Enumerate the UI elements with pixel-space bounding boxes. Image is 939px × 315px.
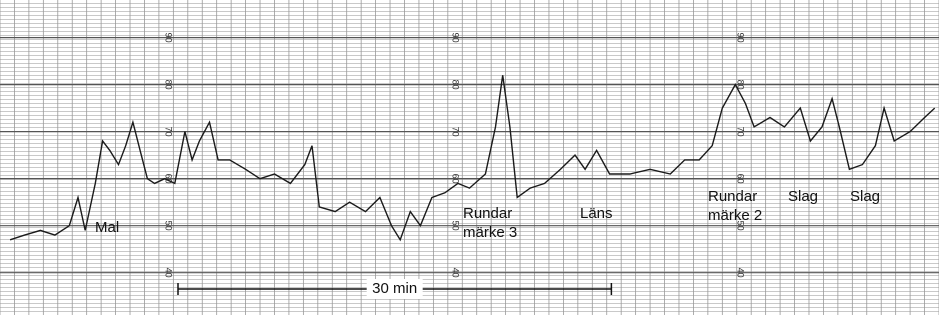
y-tick-label: 80 <box>164 80 174 90</box>
y-tick-label: 60 <box>451 174 461 184</box>
y-tick-label: 50 <box>451 221 461 231</box>
annotation: märke 2 <box>708 207 762 224</box>
y-tick-label: 80 <box>451 80 461 90</box>
y-tick-label: 70 <box>164 127 174 137</box>
y-tick-label: 50 <box>164 221 174 231</box>
y-tick-label: 60 <box>736 174 746 184</box>
scale-label: 30 min <box>372 280 417 297</box>
y-tick-label: 40 <box>736 268 746 278</box>
annotation: Läns <box>580 205 613 222</box>
annotation: Rundar <box>463 205 512 222</box>
y-tick-label: 90 <box>164 33 174 43</box>
annotation: Slag <box>788 188 818 205</box>
y-tick-label: 70 <box>451 127 461 137</box>
annotation: Slag <box>850 188 880 205</box>
y-tick-label: 90 <box>736 33 746 43</box>
chart: 404040505050606060707070808080909090MalR… <box>0 0 939 315</box>
chart-paper: 404040505050606060707070808080909090MalR… <box>0 0 939 315</box>
annotation: Mal <box>95 219 119 236</box>
y-tick-label: 40 <box>164 268 174 278</box>
y-tick-label: 70 <box>736 127 746 137</box>
annotation: märke 3 <box>463 224 517 241</box>
y-tick-label: 40 <box>451 268 461 278</box>
y-tick-label: 90 <box>451 33 461 43</box>
annotation: Rundar <box>708 188 757 205</box>
